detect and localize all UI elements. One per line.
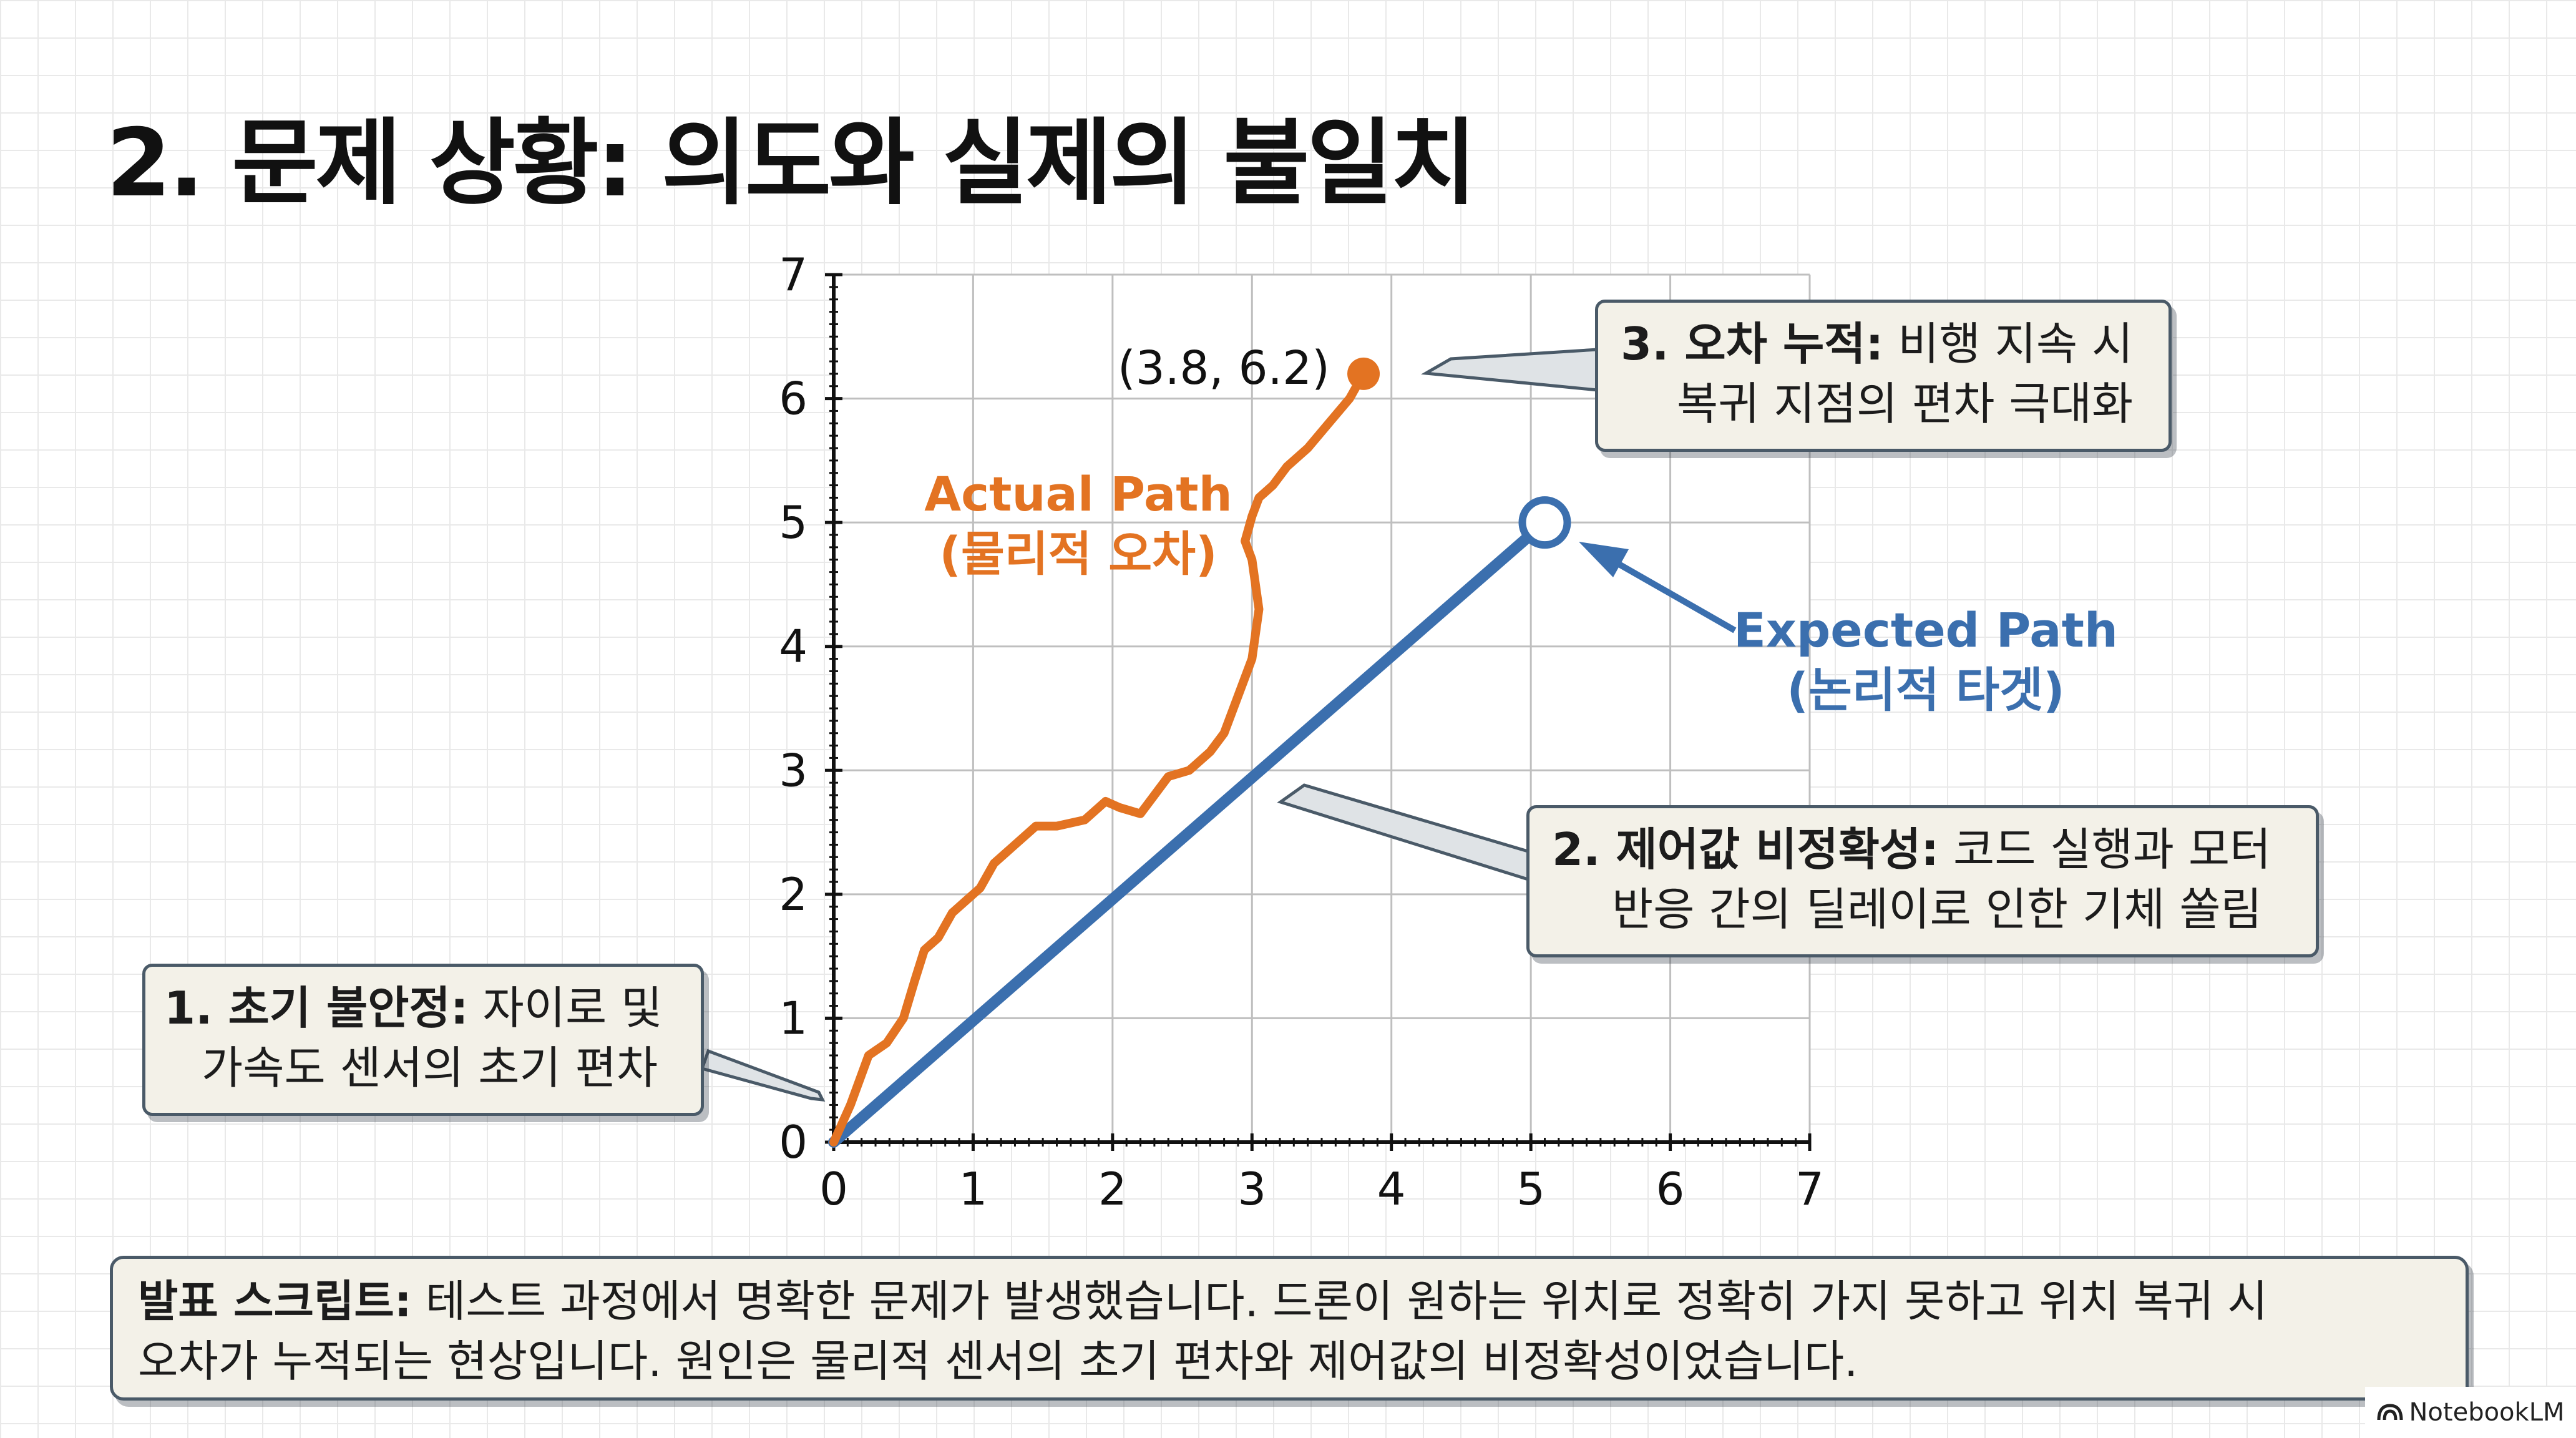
label-actual-sub: (물리적 오차): [939, 526, 1217, 582]
x-tick-label-0: 0: [819, 1163, 848, 1215]
notebooklm-logo-icon: [2377, 1404, 2403, 1421]
notebooklm-watermark: NotebookLM: [2365, 1387, 2576, 1438]
callout-1-label: 1. 초기 불안정:: [164, 982, 469, 1034]
callout-1-line2: 가속도 센서의 초기 편차: [202, 1042, 658, 1094]
callout-error-accumulation: 3. 오차 누적: 비행 지속 시 복귀 지점의 편차 극대화: [1595, 300, 2172, 452]
x-tick-label-7: 7: [1795, 1163, 1824, 1215]
y-tick-label-6: 6: [779, 373, 807, 425]
callout-3-line1: 비행 지속 시: [1883, 318, 2134, 370]
chart-labels: (3.8, 6.2) Actual Path(물리적 오차) Expected Pa…: [924, 341, 2118, 718]
x-tick-label-2: 2: [1098, 1163, 1127, 1215]
x-tick-label-3: 3: [1237, 1163, 1266, 1215]
callout-3-line2: 복귀 지점의 편차 극대화: [1677, 378, 2134, 430]
arrow-expected-head: [1579, 542, 1629, 577]
actual-end-point: [1347, 357, 1380, 390]
label-expected-sub: (논리적 타겟): [1787, 662, 2065, 718]
callout-3-label: 3. 오차 누적:: [1621, 318, 1884, 370]
x-tick-label-4: 4: [1377, 1163, 1406, 1215]
arrow-1: [700, 1049, 826, 1102]
x-tick-label-6: 6: [1656, 1163, 1685, 1215]
callout-2-line2: 반응 간의 딜레이로 인한 기체 쏠림: [1612, 883, 2262, 936]
label-expected-name: Expected Path: [1734, 602, 2118, 658]
y-tick-label-4: 4: [779, 620, 807, 673]
endpoint-annotation: (3.8, 6.2): [1118, 341, 1330, 395]
y-tick-label-5: 5: [779, 496, 807, 549]
chart-ticks: 0 1 2 3 4 5 6 7 0 1 2 3 4 5 6 7: [779, 248, 1824, 1215]
y-tick-label-2: 2: [779, 868, 807, 921]
expected-end-point: [1518, 496, 1571, 549]
callout-arrows: [700, 348, 1737, 1102]
script-line1: 테스트 과정에서 명확한 문제가 발생했습니다. 드론이 원하는 위치로 정확히…: [411, 1276, 2268, 1327]
script-line2: 오차가 누적되는 현상입니다. 원인은 물리적 센서의 초기 편차와 제어값의 …: [138, 1336, 1858, 1387]
y-tick-label-7: 7: [779, 248, 807, 301]
callout-control-inaccuracy: 2. 제어값 비정확성: 코드 실행과 모터 반응 간의 딜레이로 인한 기체 …: [1526, 805, 2319, 957]
watermark-text: NotebookLM: [2409, 1398, 2565, 1427]
x-tick-label-5: 5: [1516, 1163, 1545, 1215]
y-tick-label-3: 3: [779, 744, 807, 796]
callout-2-label: 2. 제어값 비정확성:: [1552, 823, 1939, 876]
x-tick-label-1: 1: [959, 1163, 988, 1215]
callout-initial-instability: 1. 초기 불안정: 자이로 및 가속도 센서의 초기 편차: [142, 964, 704, 1116]
series-expected-path: [828, 517, 1551, 1148]
arrow-expected-line: [1602, 552, 1737, 633]
label-actual-name: Actual Path: [924, 466, 1232, 522]
series-actual-path: [829, 369, 1368, 1147]
y-tick-label-0: 0: [779, 1116, 807, 1168]
y-tick-label-1: 1: [779, 992, 807, 1044]
callout-1-line1: 자이로 및: [468, 982, 663, 1034]
script-label: 발표 스크립트:: [138, 1276, 412, 1327]
presentation-script: 발표 스크립트: 테스트 과정에서 명확한 문제가 발생했습니다. 드론이 원하…: [110, 1256, 2469, 1401]
page-title: 2. 문제 상황: 의도와 실제의 불일치: [106, 109, 1476, 218]
chart-series: [828, 357, 1571, 1148]
callout-2-line1: 코드 실행과 모터: [1939, 823, 2271, 876]
